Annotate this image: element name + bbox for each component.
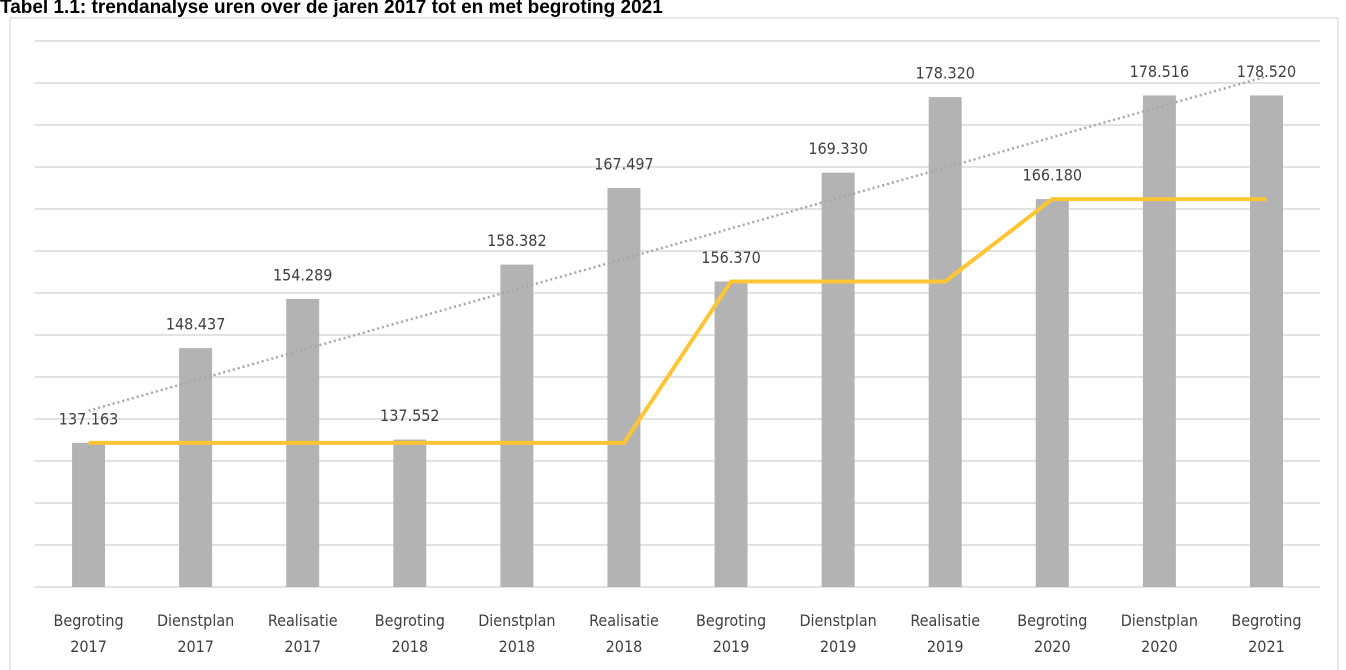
bar [500, 264, 534, 587]
x-tick-label: Begroting 2021 [1231, 611, 1301, 656]
x-tick-label: Dienstplan 2019 [799, 611, 876, 656]
x-tick-label: Begroting 2018 [375, 611, 445, 656]
x-tick-label: Dienstplan 2017 [157, 611, 234, 656]
x-tick-label: Begroting 2020 [1017, 611, 1087, 656]
data-label: 178.320 [915, 64, 975, 83]
bar [714, 281, 748, 587]
bar [1142, 95, 1176, 587]
bar [72, 442, 106, 587]
x-tick-label: Begroting 2017 [53, 611, 123, 656]
data-label: 137.552 [380, 406, 440, 425]
x-tick-label: Realisatie 2019 [910, 611, 980, 656]
bar [1249, 95, 1283, 587]
data-label: 167.497 [594, 155, 654, 174]
bar [393, 439, 427, 587]
bar [928, 97, 962, 587]
data-label: 137.163 [59, 409, 119, 428]
trendline [88, 75, 1267, 412]
x-tick-label: Realisatie 2018 [589, 611, 659, 656]
data-label: 148.437 [166, 315, 226, 334]
x-tick-label: Realisatie 2017 [268, 611, 338, 656]
data-label: 178.520 [1237, 62, 1297, 81]
x-tick-label: Dienstplan 2020 [1121, 611, 1198, 656]
chart-title: Tabel 1.1: trendanalyse uren over de jar… [0, 0, 663, 18]
data-label: 178.516 [1130, 62, 1190, 81]
bar [607, 188, 641, 587]
bar [179, 348, 213, 587]
bar [821, 172, 855, 588]
line-series [88, 197, 1267, 445]
bar [1035, 199, 1069, 587]
x-tick-label: Dienstplan 2018 [478, 611, 555, 656]
data-label: 166.180 [1023, 166, 1083, 185]
x-tick-label: Begroting 2019 [696, 611, 766, 656]
data-label: 158.382 [487, 231, 547, 250]
data-label: 154.289 [273, 265, 333, 284]
chart-frame [9, 17, 1339, 670]
data-label: 156.370 [701, 248, 761, 267]
data-label: 169.330 [808, 139, 868, 158]
